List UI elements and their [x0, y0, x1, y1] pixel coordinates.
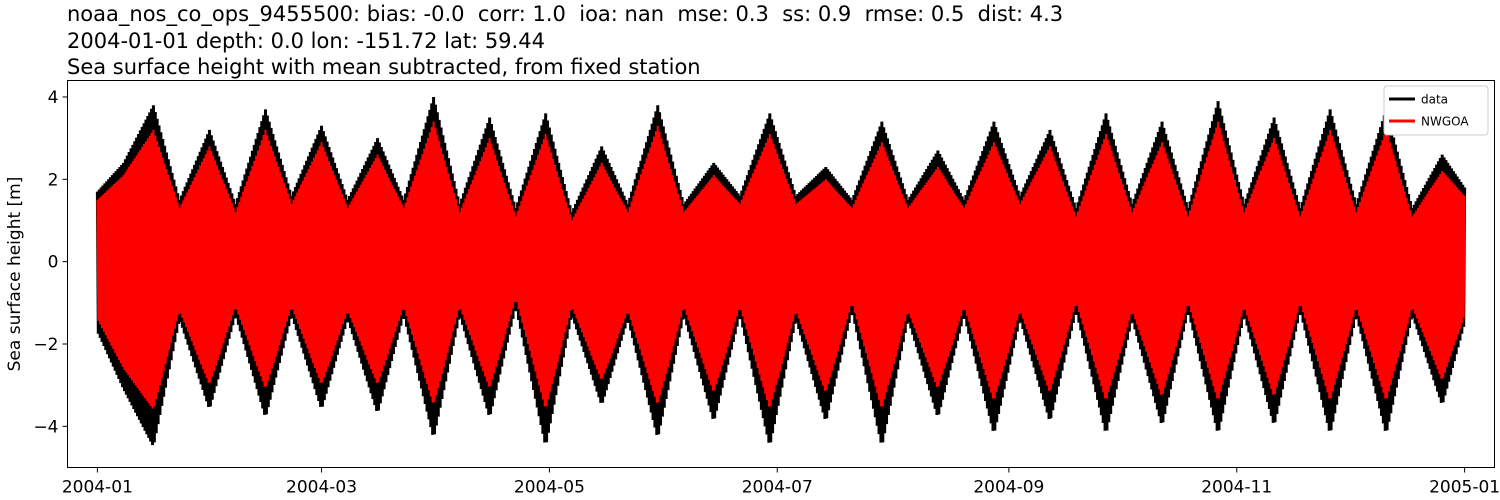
- x-tick-label: 2004-03: [286, 478, 357, 498]
- y-tick-label: −4: [33, 417, 58, 437]
- y-tick-label: −2: [33, 335, 58, 355]
- legend-label-data: data: [1421, 93, 1448, 107]
- chart-title-line-1: noaa_nos_co_ops_9455500: bias: -0.0 corr…: [67, 2, 1064, 26]
- x-tick-label: 2004-05: [514, 478, 585, 498]
- legend: data NWGOA: [1383, 85, 1489, 136]
- y-tick-label: 4: [48, 88, 59, 108]
- series-layer: [95, 96, 1467, 446]
- x-tick-label: 2004-09: [973, 478, 1044, 498]
- series-line-data: [95, 96, 1467, 446]
- y-tick-label: 2: [48, 170, 59, 190]
- y-tick-label: 0: [48, 253, 59, 273]
- chart-title-line-3: Sea surface height with mean subtracted,…: [67, 55, 701, 79]
- chart-title-line-2: 2004-01-01 depth: 0.0 lon: -151.72 lat: …: [67, 29, 545, 53]
- legend-label-nwgoa: NWGOA: [1421, 115, 1469, 129]
- plot-frame: [67, 80, 1495, 468]
- x-tick-label: 2005-01: [1429, 478, 1500, 498]
- series-line-nwgoa: [96, 121, 1466, 409]
- x-tick-label: 2004-11: [1201, 478, 1272, 498]
- x-axis: 2004-01 2004-03 2004-05 2004-07 2004-09 2004-…: [62, 467, 1500, 498]
- y-axis: −4 −2 0 2 4: [33, 88, 68, 437]
- y-axis-label: Sea surface height [m]: [5, 177, 25, 372]
- x-tick-label: 2004-01: [62, 478, 133, 498]
- x-tick-label: 2004-07: [742, 478, 813, 498]
